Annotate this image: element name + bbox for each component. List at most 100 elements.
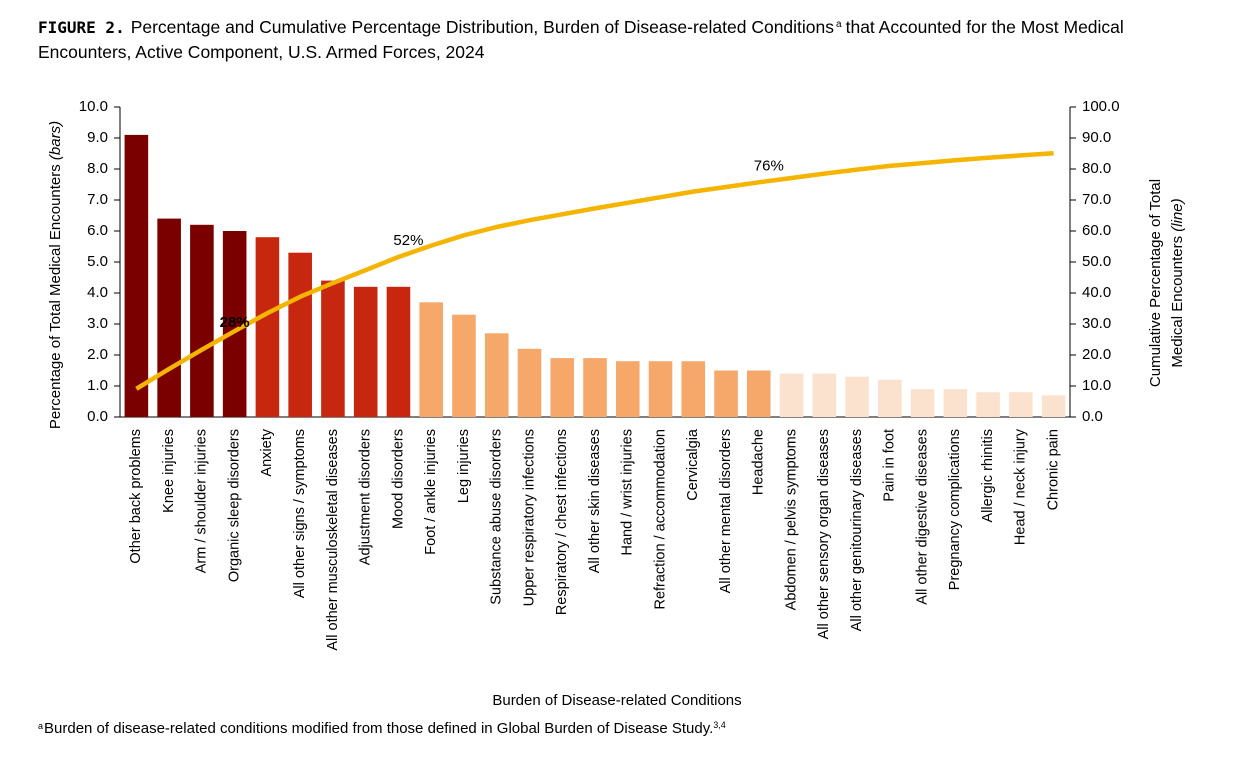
figure-label: FIGURE 2. — [38, 18, 125, 37]
bar — [812, 373, 837, 417]
bar — [910, 389, 935, 417]
y-tick-label: 3.0 — [87, 315, 108, 332]
y2-tick-label: 30.0 — [1082, 315, 1111, 332]
bar — [714, 370, 738, 417]
y2-tick-label: 0.0 — [1082, 408, 1103, 425]
footnote-marker: a — [38, 721, 43, 731]
y2-axis-title: Cumulative Percentage of Total — [1147, 179, 1164, 387]
line-value-label: 28% — [220, 314, 250, 331]
bar — [321, 280, 345, 417]
y-tick-label: 10.0 — [79, 98, 108, 115]
bar — [190, 224, 214, 417]
x-tick-label: Foot / ankle injuries — [423, 429, 439, 555]
bar — [845, 376, 869, 417]
line-value-label: 52% — [393, 232, 423, 249]
bar — [615, 361, 640, 417]
y2-tick-label: 90.0 — [1082, 129, 1111, 146]
bar — [747, 370, 771, 417]
bar — [1009, 392, 1033, 417]
x-tick-label: Leg injuries — [456, 429, 472, 503]
cumulative-line — [135, 150, 1054, 391]
x-tick-label: Upper respiratory infections — [521, 429, 537, 606]
x-tick-label: Substance abuse disorders — [489, 429, 505, 605]
y2-tick-label: 100.0 — [1082, 98, 1120, 115]
title-line2: Encounters, Active Component, U.S. Armed… — [38, 42, 485, 62]
x-tick-label: Other back problems — [128, 429, 144, 564]
y2-tick-label: 40.0 — [1082, 284, 1111, 301]
y2-tick-label: 70.0 — [1082, 191, 1111, 208]
bar — [452, 314, 476, 417]
bar — [517, 348, 542, 417]
y-tick-label: 8.0 — [87, 160, 108, 177]
bar — [943, 389, 968, 417]
y2-tick-label: 60.0 — [1082, 222, 1111, 239]
x-tick-label: All other skin diseases — [587, 429, 603, 573]
x-tick-label: Headache — [751, 429, 767, 495]
x-tick-label: Mood disorders — [390, 429, 406, 529]
y-axis-title: Percentage of Total Medical Encounters (… — [47, 121, 64, 429]
y2-tick-label: 10.0 — [1082, 377, 1111, 394]
footnote-refs: 3,4 — [713, 720, 726, 730]
bar — [419, 302, 443, 417]
bar — [1041, 395, 1066, 417]
x-tick-label: All other genitourinary diseases — [849, 429, 865, 631]
bar — [648, 361, 673, 417]
x-tick-label: All other sensory organ diseases — [816, 429, 832, 639]
y-tick-label: 9.0 — [87, 129, 108, 146]
x-tick-label: Respiratory / chest infections — [554, 429, 570, 615]
footnote: aBurden of disease-related conditions mo… — [38, 720, 726, 737]
x-tick-label: Head / neck injury — [1013, 428, 1029, 545]
x-tick-label: Cervicalgia — [685, 428, 701, 501]
y-axis-title-main: Percentage of Total Medical Encounters — [47, 164, 64, 429]
y-tick-label: 7.0 — [87, 191, 108, 208]
title-superscript: a — [836, 19, 842, 30]
y-tick-label: 6.0 — [87, 222, 108, 239]
x-tick-label: Hand / wrist injuries — [620, 429, 636, 556]
x-tick-label: Knee injuries — [161, 429, 177, 513]
bar — [124, 134, 149, 417]
x-tick-label: All other digestive diseases — [914, 429, 930, 605]
x-tick-label: Pain in foot — [882, 429, 898, 502]
bar — [353, 286, 378, 417]
y-tick-label: 0.0 — [87, 408, 108, 425]
y-tick-label: 4.0 — [87, 284, 108, 301]
bar — [484, 333, 509, 417]
x-tick-label: Refraction / accommodation — [652, 429, 668, 610]
bar — [222, 231, 247, 417]
x-axis-title: Burden of Disease-related Conditions — [492, 692, 741, 709]
bar — [255, 237, 280, 417]
bar — [976, 392, 1000, 417]
y-tick-label: 5.0 — [87, 253, 108, 270]
bar — [583, 358, 607, 417]
x-tick-label: All other signs / symptoms — [292, 429, 308, 598]
x-tick-label: Pregnancy complications — [947, 429, 963, 590]
x-tick-label: Arm / shoulder injuries — [194, 429, 210, 573]
footnote-text: Burden of disease-related conditions mod… — [44, 720, 713, 737]
bar — [386, 286, 411, 417]
y2-tick-label: 80.0 — [1082, 160, 1111, 177]
title-rest: that Accounted for the Most Medical — [846, 17, 1124, 37]
bar — [779, 373, 804, 417]
y2-tick-label: 50.0 — [1082, 253, 1111, 270]
x-tick-label: All other mental disorders — [718, 429, 734, 593]
x-tick-label: Organic sleep disorders — [226, 429, 242, 582]
line-value-label: 76% — [754, 157, 784, 174]
y2-tick-label: 20.0 — [1082, 346, 1111, 363]
bar — [550, 358, 575, 417]
title-main: Percentage and Cumulative Percentage Dis… — [131, 17, 835, 37]
y2-axis-title-line2: Medical Encounters (line) — [1169, 198, 1186, 367]
bar — [157, 218, 181, 417]
y-tick-label: 2.0 — [87, 346, 108, 363]
x-tick-label: Allergic rhinitis — [980, 429, 996, 522]
x-tick-label: Abdomen / pelvis symptoms — [783, 429, 799, 610]
y2-axis-title-main: Medical Encounters — [1169, 236, 1186, 368]
y-axis-title-note: (bars) — [47, 121, 64, 160]
x-tick-label: All other musculoskeletal diseases — [325, 429, 341, 651]
y-tick-label: 1.0 — [87, 377, 108, 394]
x-tick-label: Chronic pain — [1045, 429, 1061, 510]
bar — [288, 252, 312, 417]
title: FIGURE 2. Percentage and Cumulative Perce… — [38, 17, 1124, 37]
y2-axis-title-note: (line) — [1169, 198, 1186, 231]
x-tick-label: Anxiety — [259, 428, 275, 476]
